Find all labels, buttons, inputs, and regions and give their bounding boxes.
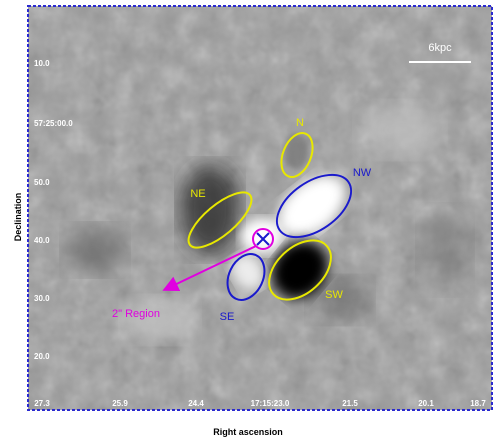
x-tick-label: 25.9 [112,399,128,408]
region-sw-ellipse [268,239,332,301]
plot-frame [27,5,493,411]
x-tick-label: 21.5 [342,399,358,408]
region-nw-label: NW [353,167,372,179]
x-tick-label: 24.4 [188,399,204,408]
region-n: N [280,117,314,178]
scale-bar-label: 6kpc [428,42,452,54]
two-arcsec-circle [252,228,274,250]
region-nw: NW [275,167,372,239]
x-tick-label: 20.1 [418,399,434,408]
region-ne-ellipse [187,191,253,249]
region-n-label: N [296,117,304,129]
y-tick-label: 20.0 [34,352,50,361]
x-ticks: 27.3 25.9 24.4 17:15:23.0 21.5 20.1 18.7 [34,399,486,408]
region-sw-label: SW [325,289,343,301]
region-se-label: SE [220,311,235,323]
x-axis-label: Right ascension [213,427,283,437]
region-ne: NE [187,188,253,249]
arrow-icon [162,245,257,292]
y-tick-label: 40.0 [34,236,50,245]
y-axis-label: Declination [13,192,23,242]
scale-bar: 6kpc [409,42,471,63]
y-tick-label: 57:25:00.0 [34,119,73,128]
y-tick-label: 50.0 [34,178,50,187]
y-tick-label: 30.0 [34,294,50,303]
x-tick-label: 17:15:23.0 [251,399,290,408]
region-ne-label: NE [190,188,205,200]
region-nw-ellipse [275,173,353,239]
region-se: SE [220,253,266,323]
two-arcsec-region: 2" Region [112,228,274,320]
two-arcsec-label: 2" Region [112,308,160,320]
center-cross-b [256,232,270,246]
x-tick-label: 27.3 [34,399,50,408]
y-ticks: 10.0 57:25:00.0 50.0 40.0 30.0 20.0 [34,59,73,361]
region-n-ellipse [280,132,314,178]
image-panel [28,6,492,410]
y-tick-label: 10.0 [34,59,50,68]
region-se-ellipse [226,253,266,301]
region-sw: SW [268,239,343,301]
x-tick-label: 18.7 [470,399,486,408]
